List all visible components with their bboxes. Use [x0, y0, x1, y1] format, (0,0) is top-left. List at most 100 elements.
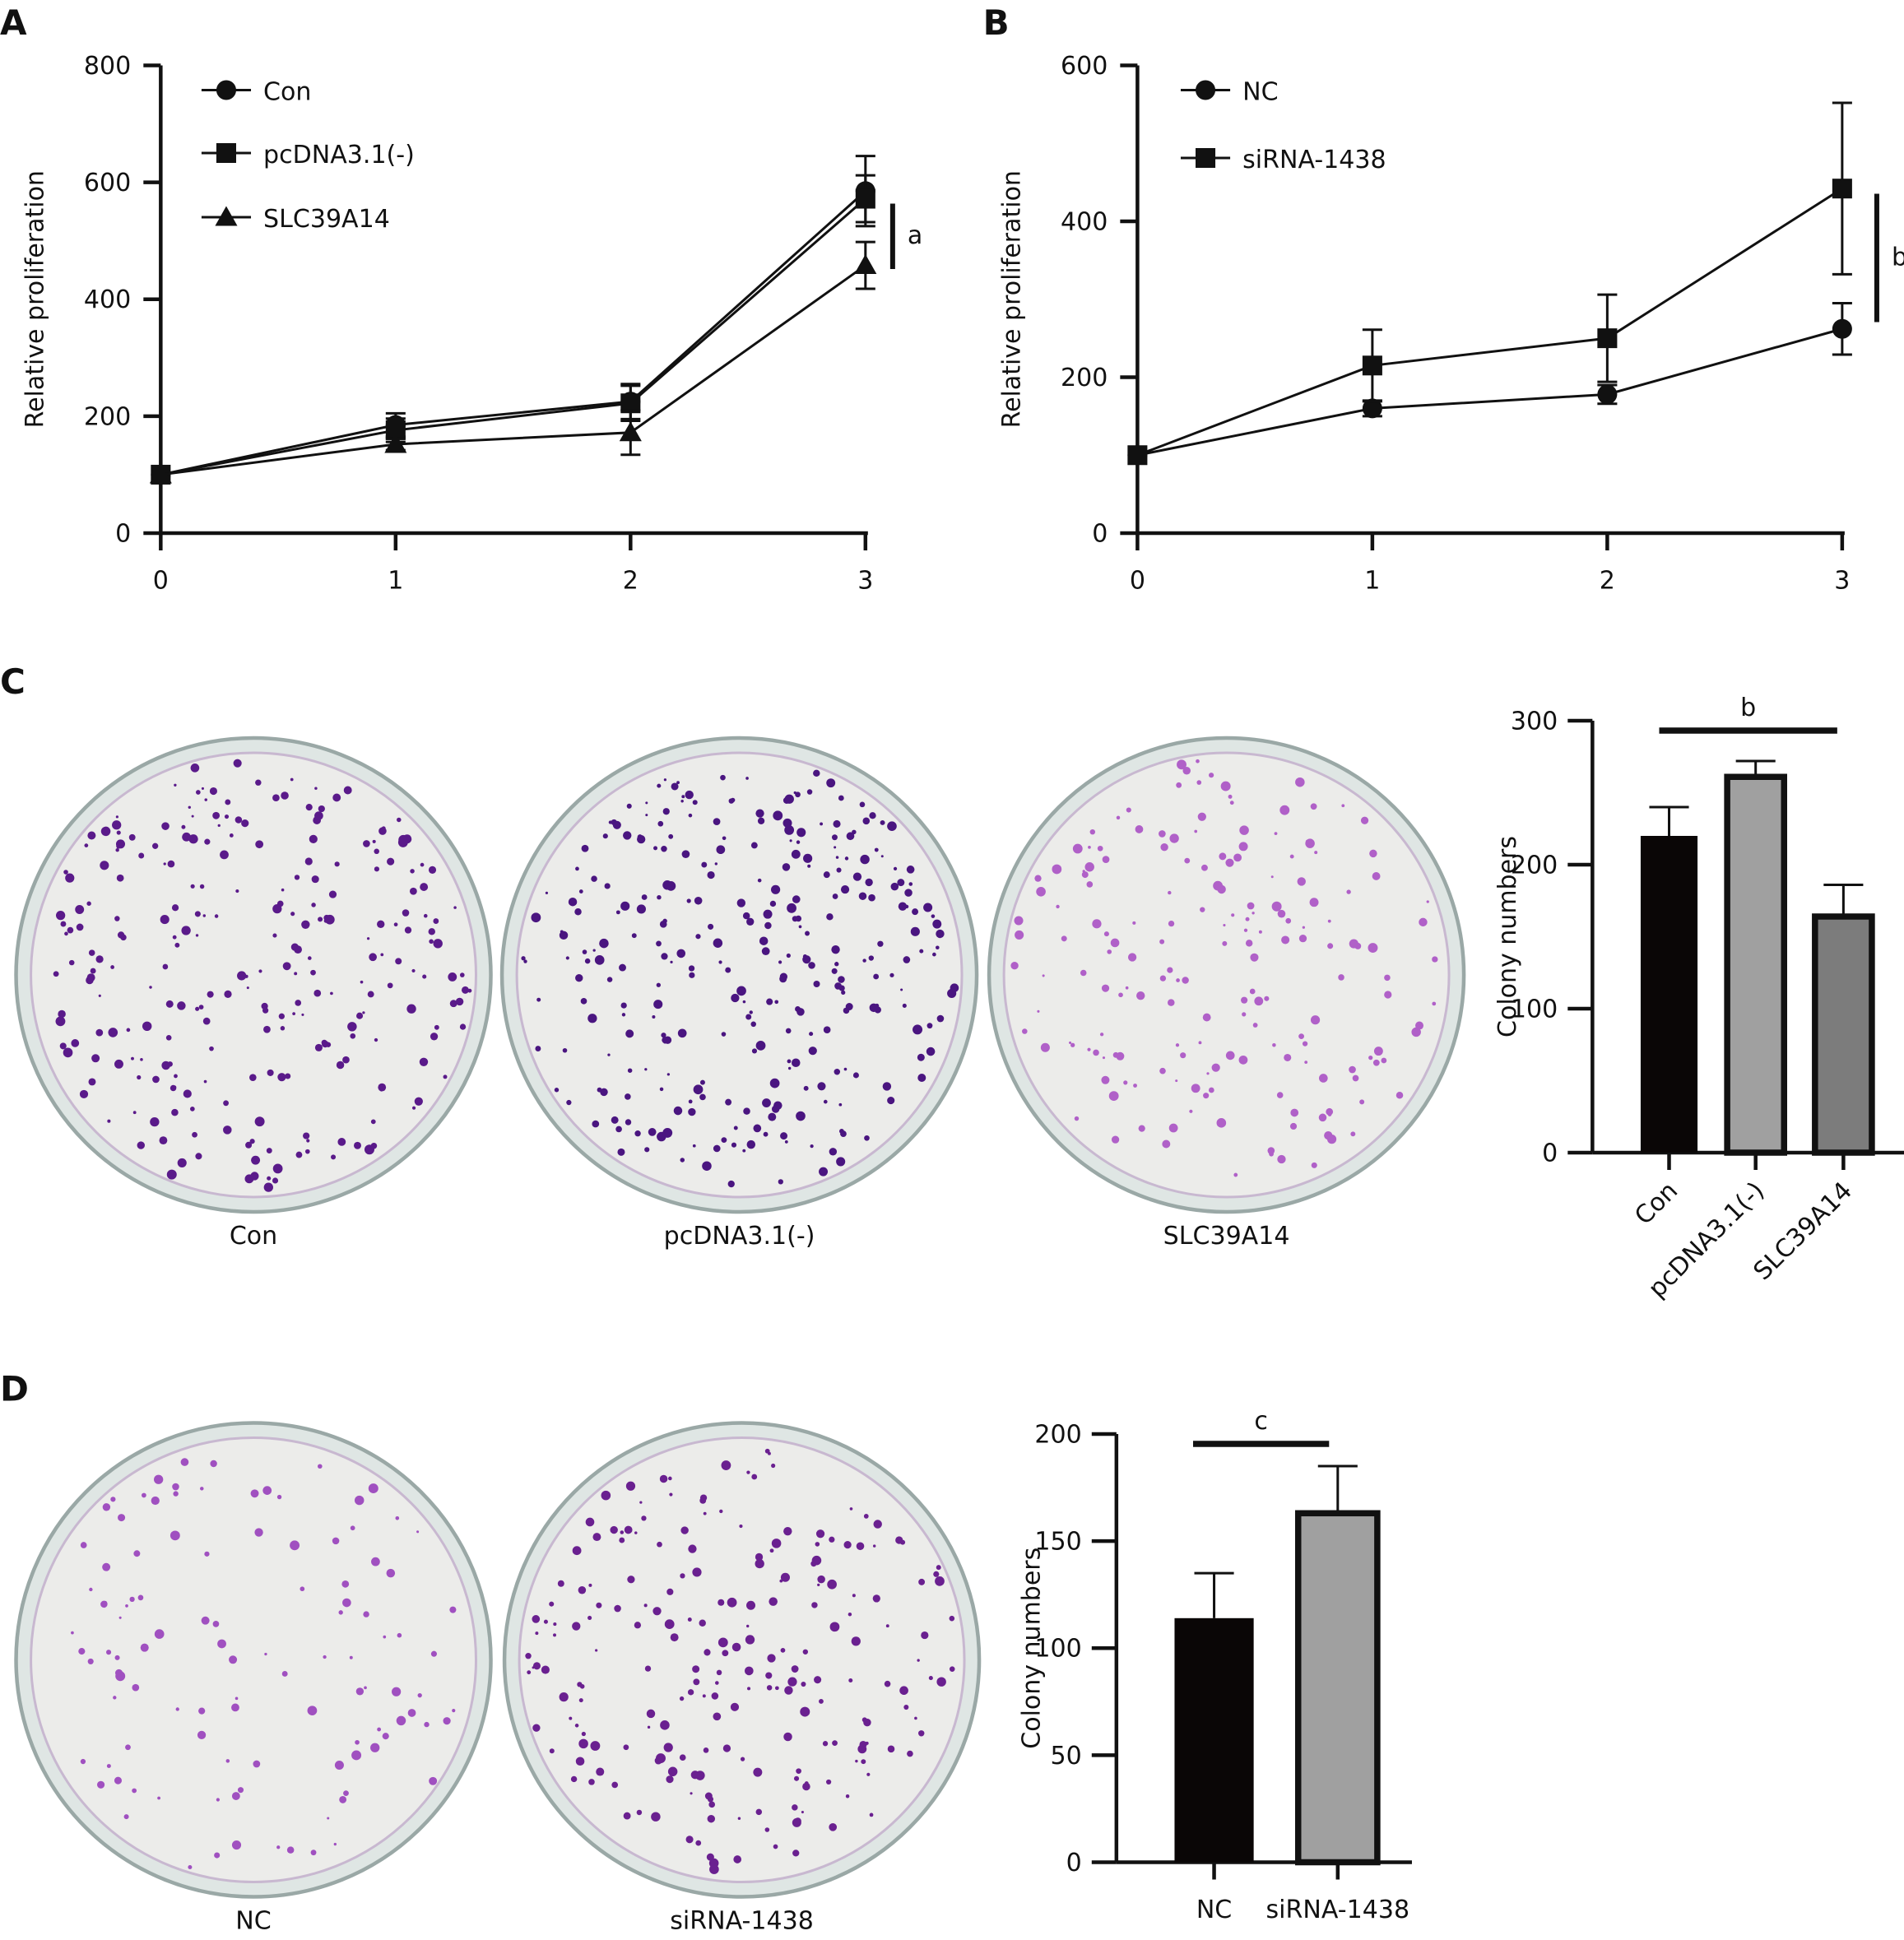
colony-dot [336, 1061, 345, 1070]
colony-dot [906, 866, 915, 874]
colony-dot [778, 1179, 783, 1185]
y-tick-label: 200 [1034, 1421, 1081, 1450]
colony-dot [1092, 919, 1102, 929]
colony-dot [762, 1098, 771, 1107]
colony-dot [791, 849, 801, 859]
colony-dot [199, 884, 205, 889]
colony-dot [1233, 853, 1242, 862]
colony-dot [713, 938, 723, 948]
colony-dot [1184, 857, 1191, 864]
colony-dot [1040, 1042, 1050, 1052]
bar-pcDNA3.1(-) [1724, 773, 1788, 1156]
colony-dot [728, 798, 735, 804]
significance-label: b [1892, 244, 1904, 272]
colony-dot [128, 833, 136, 841]
colony-dot [644, 1665, 652, 1672]
colony-dot [151, 1496, 160, 1506]
colony-dot [717, 1637, 728, 1648]
colony-dot [305, 804, 313, 811]
legend-marker [216, 143, 236, 163]
colony-dot [314, 787, 318, 790]
colony-dot [1168, 999, 1175, 1006]
colony-dot [619, 1537, 625, 1543]
colony-dot [117, 931, 125, 939]
colony-dot [596, 1602, 602, 1608]
colony-dot [595, 1649, 598, 1652]
colony-dot [536, 997, 541, 1002]
colony-dot [932, 919, 942, 929]
colony-dot [1319, 1074, 1328, 1083]
colony-dot [695, 1840, 702, 1846]
colony-dot [755, 809, 764, 818]
colony-dot [910, 926, 920, 936]
colony-dot [84, 843, 89, 847]
colony-dot [411, 1106, 416, 1110]
colony-dot [903, 956, 911, 963]
colony-dot [769, 1548, 774, 1553]
colony-dot [1168, 1123, 1178, 1133]
colony-dot [541, 1665, 550, 1674]
colony-dot [214, 914, 219, 918]
colony-dot [769, 900, 777, 907]
colony-dot [803, 853, 813, 863]
colony-dot [625, 1093, 631, 1100]
colony-dot [112, 820, 122, 830]
colony-dot [443, 1074, 448, 1079]
x-tick-label: 1 [388, 567, 403, 596]
series-line-SLC39A14 [160, 264, 866, 476]
colony-dot [354, 1495, 365, 1506]
colony-dot [1101, 1075, 1110, 1084]
colony-dot [615, 1125, 622, 1133]
colony-dot [936, 945, 940, 950]
colony-dot [86, 901, 91, 906]
colony-dot [172, 1483, 179, 1491]
colony-dot [601, 1490, 611, 1501]
colony-dot [258, 969, 262, 973]
colony-dot [796, 828, 806, 838]
colony-dot [694, 896, 703, 905]
colony-dot [588, 1583, 592, 1587]
colony-dot [1211, 1063, 1220, 1072]
colony-dot [174, 1074, 178, 1079]
colony-dot [656, 982, 661, 987]
colony-dot [125, 1604, 128, 1608]
colony-dot [713, 1144, 721, 1153]
colony-dot [780, 1132, 788, 1140]
colony-dot [933, 1571, 940, 1577]
colony-dot [813, 769, 820, 777]
colony-dot [129, 1596, 135, 1603]
colony-dot [1099, 1033, 1104, 1037]
data-point [1832, 179, 1852, 199]
colony-dot [686, 898, 691, 903]
colony-dot [272, 933, 277, 938]
colony-dot [1346, 889, 1351, 894]
colony-dot [829, 1536, 835, 1543]
colony-dot [928, 1676, 933, 1681]
colony-dot [733, 1855, 742, 1863]
colony-dot [919, 949, 924, 954]
colony-dot [588, 1779, 595, 1785]
colony-dot [420, 883, 429, 892]
colony-dot [102, 1503, 111, 1511]
colony-dot [810, 1561, 817, 1567]
colony-dot [722, 1650, 729, 1657]
colony-dot [175, 1707, 179, 1711]
colony-dot [834, 962, 839, 967]
colony-dot [671, 782, 679, 791]
colony-dot [688, 1544, 697, 1553]
dish-label: siRNA-1438 [670, 1907, 814, 1936]
colony-dot [272, 794, 280, 802]
colony-dot [351, 1750, 362, 1761]
colony-dot [562, 1047, 568, 1053]
colony-dot [931, 914, 936, 918]
colony-dot [198, 1005, 204, 1009]
colony-dot [709, 1864, 719, 1874]
colony-dot [627, 1576, 635, 1584]
colony-dot [912, 908, 919, 916]
colony-dot [840, 1130, 847, 1138]
colony-dot [641, 894, 648, 900]
colony-dot [181, 926, 191, 935]
colony-dot [645, 814, 648, 817]
colony-dot [769, 1597, 778, 1606]
series-line-NC [1137, 327, 1843, 457]
